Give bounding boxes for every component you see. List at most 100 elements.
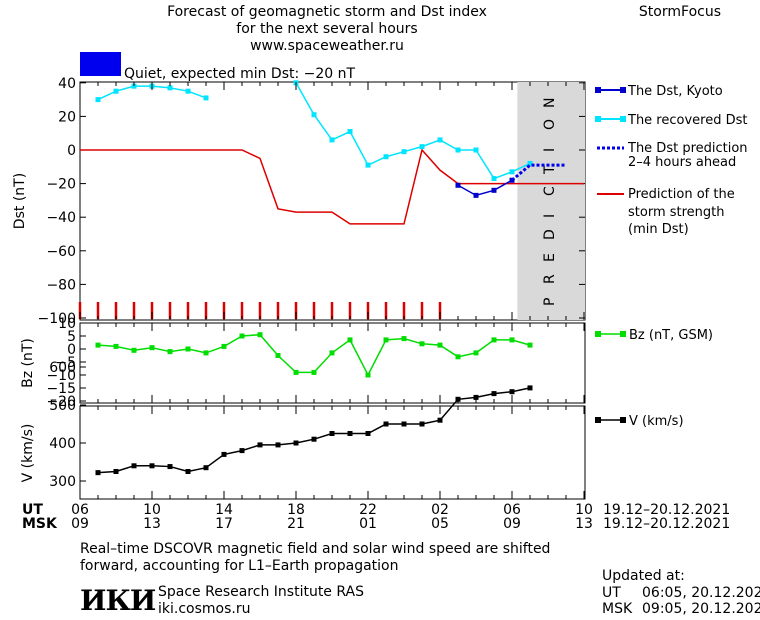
- bz-point: [167, 349, 173, 355]
- chart-subtitle: for the next several hours: [236, 21, 417, 37]
- legend-recovered: The recovered Dst: [627, 113, 747, 128]
- bz-panel-frame: [79, 322, 586, 404]
- dst-tick-label: −40: [46, 210, 76, 226]
- dst-tick-label: 20: [58, 109, 76, 125]
- v-point: [437, 417, 443, 423]
- msk-tick-label: 09: [71, 516, 89, 532]
- msk-tick-label: 13: [143, 516, 161, 532]
- storm-strength-line: [80, 148, 584, 225]
- bz-axis-label: Bz (nT): [20, 338, 36, 388]
- iki-logo: ИКИ: [80, 584, 156, 617]
- bz-line: [97, 333, 531, 377]
- v-point: [185, 469, 191, 474]
- v-point: [149, 463, 155, 469]
- msk-tick-label: 05: [431, 516, 449, 532]
- legend-bz: Bz (nT, GSM): [629, 328, 713, 343]
- bz-point: [149, 345, 155, 351]
- status-color-box: [80, 52, 121, 76]
- v-point: [95, 470, 101, 476]
- bz-tick-label: 0: [67, 342, 76, 358]
- v-tick-label: 600: [49, 360, 76, 376]
- bz-point: [509, 337, 515, 343]
- msk-date-range: 19.12–20.12.2021: [603, 516, 730, 532]
- legend-prediction-2: 2–4 hours ahead: [628, 155, 736, 170]
- bz-point: [455, 354, 461, 360]
- kyoto-dst-point: [491, 187, 497, 193]
- status-text: Quiet, expected min Dst: −20 nT: [124, 66, 356, 82]
- recovered-dst-point: [437, 137, 443, 143]
- v-tick-label: 300: [49, 474, 76, 490]
- dst-tick-label: −100: [38, 311, 76, 327]
- prediction-band-letter: E: [542, 253, 558, 262]
- v-axis-label: V (km/s): [20, 424, 36, 483]
- prediction-band-letter: N: [542, 98, 558, 108]
- prediction-band-letter: C: [542, 186, 558, 196]
- recovered-dst-point: [491, 176, 497, 182]
- bz-point: [113, 343, 119, 349]
- bz-point: [311, 369, 317, 375]
- recovered-dst-point: [527, 160, 533, 166]
- legend-strength-2: storm strength: [628, 205, 725, 220]
- v-point: [491, 391, 497, 397]
- updated-ut-label: UT: [602, 585, 621, 601]
- bz-point: [365, 372, 371, 378]
- bz-point: [293, 369, 299, 375]
- dst-axis-label: Dst (nT): [12, 173, 28, 229]
- prediction-band-letter: P: [542, 298, 558, 306]
- bz-tick-label: −10: [46, 368, 76, 384]
- recovered-dst-point: [419, 144, 425, 150]
- dst-tick-label: −60: [46, 244, 76, 260]
- legend-prediction-1: The Dst prediction: [627, 141, 748, 156]
- ut-tick-label: 18: [287, 502, 305, 518]
- bz-tick-label: −5: [55, 355, 76, 371]
- legend-kyoto: The Dst, Kyoto: [627, 84, 723, 99]
- msk-tick-label: 01: [359, 516, 377, 532]
- v-point: [239, 448, 245, 454]
- updated-msk-label: MSK: [602, 601, 633, 617]
- bz-point: [239, 333, 245, 339]
- v-point: [401, 421, 407, 427]
- prediction-band-letter: T: [542, 165, 558, 175]
- recovered-dst-point: [455, 147, 461, 153]
- v-point: [347, 431, 353, 436]
- msk-tick-label: 17: [215, 516, 233, 532]
- prediction-band-fill: [517, 82, 585, 320]
- recovered-dst-point: [311, 112, 317, 118]
- institute-url[interactable]: iki.cosmos.ru: [158, 601, 250, 617]
- prediction-band-letter: R: [542, 274, 558, 284]
- bz-point: [131, 347, 137, 353]
- bz-tick-label: 5: [67, 329, 76, 345]
- ut-tick-label: 06: [503, 502, 521, 518]
- ut-tick-label: 22: [359, 502, 377, 518]
- recovered-dst-line: [295, 82, 531, 180]
- v-point: [419, 421, 425, 427]
- prediction-band-letter: O: [542, 119, 558, 130]
- recovered-dst-point: [509, 169, 515, 175]
- ut-tick-label: 10: [143, 502, 161, 518]
- prediction-band-letter: D: [542, 229, 558, 240]
- recovered-dst-point: [167, 85, 173, 91]
- msk-tick-label: 13: [575, 516, 593, 532]
- legend-v: V (km/s): [629, 414, 684, 429]
- legend-strength-3: (min Dst): [628, 222, 689, 237]
- msk-tick-label: 21: [287, 516, 305, 532]
- v-point: [257, 442, 263, 448]
- dst-prediction-line: [511, 163, 566, 182]
- bz-point: [95, 342, 101, 348]
- footer-note-1: Real–time DSCOVR magnetic field and sola…: [80, 541, 550, 557]
- dst-tick-label: 0: [67, 143, 76, 159]
- recovered-dst-point: [113, 88, 119, 94]
- recovered-dst-point: [95, 97, 101, 103]
- bz-point: [257, 332, 263, 338]
- v-point: [167, 464, 173, 470]
- recovered-dst-point: [131, 83, 137, 89]
- site-url[interactable]: www.spaceweather.ru: [250, 38, 404, 54]
- msk-tick-label: 09: [503, 516, 521, 532]
- msk-axis-label: MSK: [22, 516, 58, 532]
- updated-label: Updated at:: [602, 568, 685, 584]
- recovered-dst-point: [185, 88, 191, 94]
- recovered-dst-point: [473, 147, 479, 153]
- v-point: [275, 442, 281, 448]
- v-point: [365, 431, 371, 436]
- institute-name: Space Research Institute RAS: [158, 584, 364, 600]
